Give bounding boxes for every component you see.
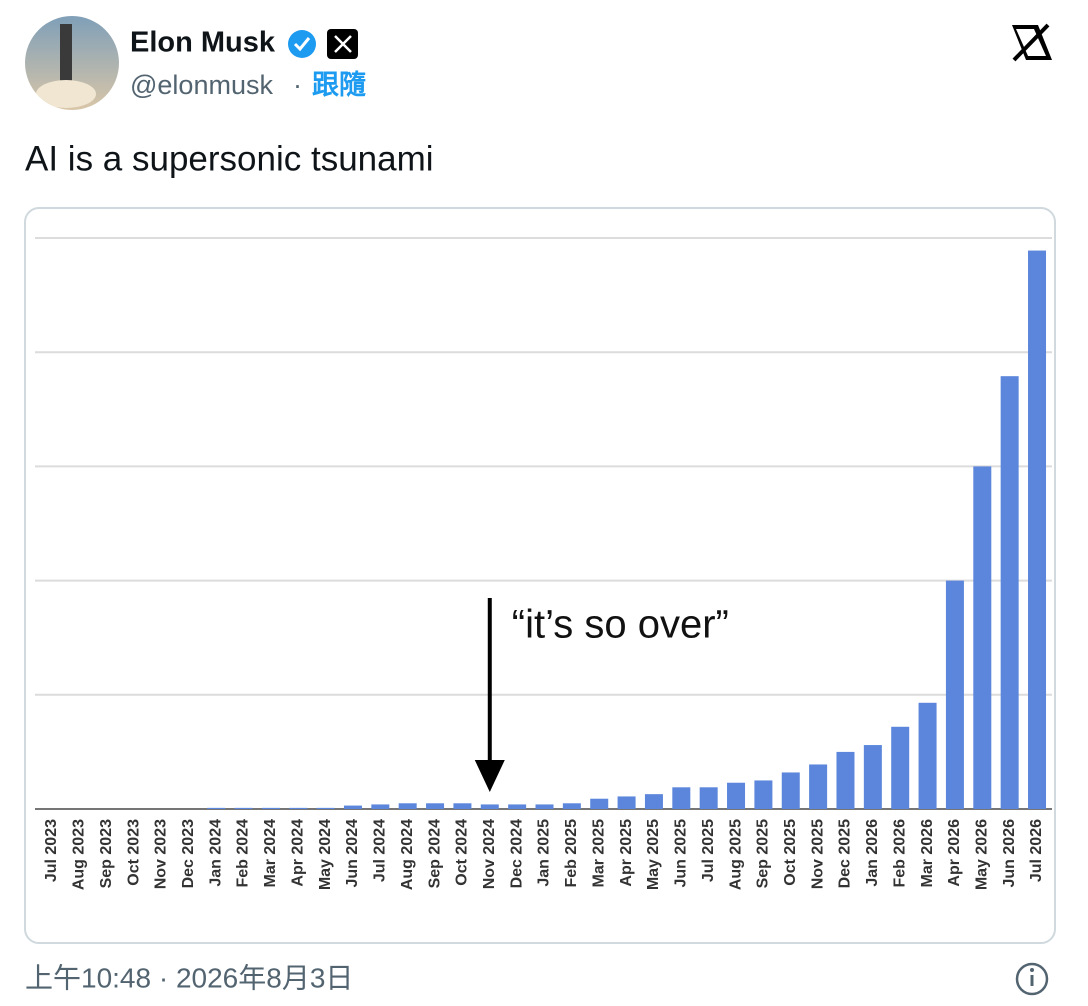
x-tick-label: Jun 2026 bbox=[1001, 819, 1018, 888]
x-tick-label: Jul 2024 bbox=[372, 819, 389, 882]
bar bbox=[918, 702, 937, 809]
x-tick-label: Oct 2025 bbox=[782, 819, 799, 886]
bar bbox=[644, 794, 663, 809]
x-tick-label: Sep 2025 bbox=[755, 819, 772, 888]
x-tick-label: Mar 2026 bbox=[919, 819, 936, 888]
bar bbox=[809, 764, 828, 809]
bar bbox=[289, 807, 308, 809]
x-tick-label: Nov 2025 bbox=[809, 819, 826, 889]
x-tick-label: Sep 2024 bbox=[426, 819, 443, 888]
x-tick-label: Oct 2024 bbox=[454, 819, 471, 886]
annotation-arrowhead bbox=[474, 760, 505, 792]
x-tick-label: Apr 2025 bbox=[618, 819, 635, 887]
bar bbox=[973, 466, 992, 809]
x-tick-label: Jun 2024 bbox=[344, 819, 361, 888]
x-logo[interactable] bbox=[1012, 23, 1052, 62]
bar bbox=[426, 803, 445, 809]
bar bbox=[480, 804, 499, 809]
bar bbox=[562, 803, 581, 809]
bar bbox=[207, 807, 226, 809]
bar bbox=[234, 807, 253, 809]
avatar[interactable] bbox=[25, 16, 119, 110]
bar bbox=[508, 804, 527, 809]
x-tick-label: Mar 2025 bbox=[590, 819, 607, 888]
x-tick-label: May 2025 bbox=[645, 819, 662, 890]
verified-badge bbox=[288, 30, 316, 58]
bar bbox=[945, 580, 964, 809]
bar bbox=[617, 796, 636, 809]
x-tick-label: Dec 2024 bbox=[508, 819, 525, 888]
tweet-text: AI is a supersonic tsunami bbox=[25, 139, 434, 178]
x-tick-label: Jul 2026 bbox=[1028, 819, 1045, 882]
bar bbox=[754, 780, 773, 809]
x-tick-label: Apr 2024 bbox=[289, 819, 306, 887]
x-tick-label: Jan 2024 bbox=[207, 819, 224, 887]
bar bbox=[891, 726, 910, 809]
bar bbox=[398, 803, 417, 809]
bar bbox=[1028, 250, 1047, 809]
x-tick-label: Jun 2025 bbox=[673, 819, 690, 888]
bar bbox=[781, 772, 800, 809]
bar bbox=[727, 782, 746, 809]
x-tick-label: Dec 2025 bbox=[837, 819, 854, 888]
x-tick-label: Jan 2026 bbox=[864, 819, 881, 887]
x-tick-label: May 2026 bbox=[974, 819, 991, 890]
x-tick-label: Sep 2023 bbox=[98, 819, 115, 888]
bar bbox=[590, 798, 609, 809]
bar bbox=[535, 804, 554, 809]
bar bbox=[699, 787, 718, 809]
affiliate-badge bbox=[327, 29, 358, 59]
chart: Jul 2023 Aug 2023 Sep 2023 Oct 2023 Nov 2023… bbox=[35, 237, 1052, 890]
x-tick-label: Feb 2024 bbox=[235, 819, 252, 888]
bar bbox=[1000, 376, 1019, 809]
x-tick-label: Mar 2024 bbox=[262, 819, 279, 888]
x-tick-label: Feb 2025 bbox=[563, 819, 580, 888]
x-tick-label: Aug 2025 bbox=[727, 819, 744, 890]
bar bbox=[863, 745, 882, 809]
x-tick-label: Oct 2023 bbox=[125, 819, 142, 886]
x-tick-label: Apr 2026 bbox=[946, 819, 963, 887]
x-tick-label: Dec 2023 bbox=[180, 819, 197, 888]
x-tick-label: Aug 2024 bbox=[399, 819, 416, 890]
bar bbox=[672, 787, 691, 809]
x-tick-label: May 2024 bbox=[317, 819, 334, 890]
x-tick-label: Nov 2023 bbox=[153, 819, 170, 889]
x-tick-label: Nov 2024 bbox=[481, 819, 498, 889]
bar bbox=[343, 805, 362, 809]
author-name[interactable]: Elon Musk bbox=[130, 27, 276, 59]
media-card[interactable] bbox=[24, 207, 1056, 944]
handle[interactable]: @elonmusk bbox=[130, 70, 273, 100]
timestamp[interactable]: 上午10:48 · 2026年8月3日 bbox=[25, 962, 353, 993]
bar bbox=[836, 751, 855, 809]
info-icon[interactable] bbox=[1015, 962, 1049, 996]
bar bbox=[453, 803, 472, 809]
x-tick-label: Jan 2025 bbox=[536, 819, 553, 887]
bar bbox=[316, 807, 335, 809]
x-tick-label: Aug 2023 bbox=[71, 819, 88, 890]
x-tick-label: Jul 2025 bbox=[700, 819, 717, 882]
bar bbox=[261, 807, 280, 809]
separator: · bbox=[293, 70, 302, 100]
x-tick-label: Feb 2026 bbox=[891, 819, 908, 888]
x-tick-label: Jul 2023 bbox=[43, 819, 60, 882]
annotation: “it’s so over” bbox=[512, 603, 729, 647]
bar bbox=[371, 804, 390, 809]
follow-button[interactable]: 跟隨 bbox=[312, 70, 366, 100]
